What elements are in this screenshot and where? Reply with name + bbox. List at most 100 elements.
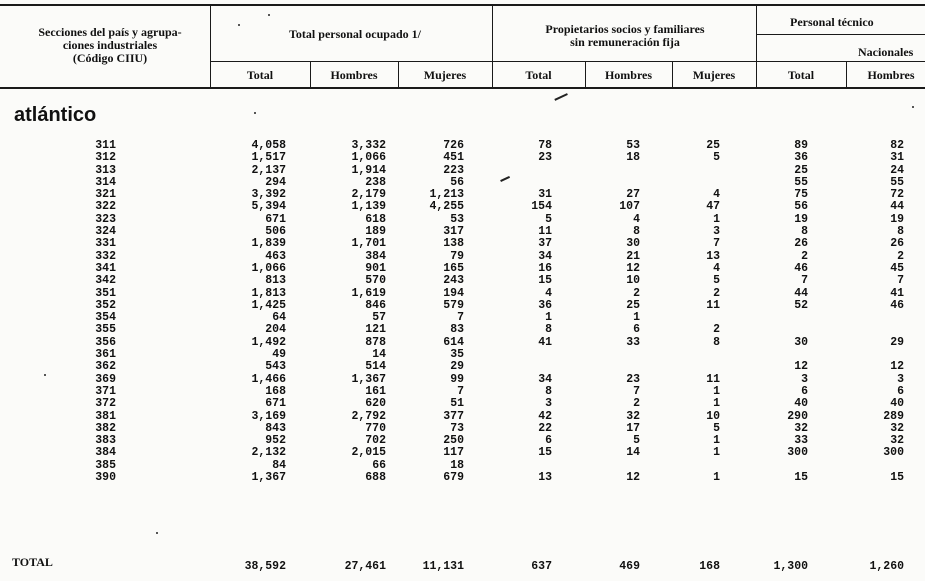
cell-owners-hombres: 2: [633, 286, 640, 300]
cell-code: 332: [95, 249, 116, 263]
cell-owners-mujeres: 2: [713, 286, 720, 300]
cell-total: 4,058: [251, 139, 286, 152]
cell-tech-total: 56: [794, 200, 808, 214]
cell-tech-total: 6: [801, 384, 808, 398]
cell-owners-total: 23: [538, 151, 552, 165]
cell-owners-total: 637: [531, 560, 552, 573]
sub-mujeres-header: Mujeres: [692, 68, 736, 82]
owners-header-line2: sin remuneración fija: [570, 35, 680, 49]
cell-total: 671: [265, 212, 286, 226]
cell-total: 204: [265, 323, 286, 337]
cell-owners-hombres: 17: [626, 421, 640, 435]
table-row: 352 1,425 846 579 36 25 11 52 46: [0, 298, 925, 312]
cell-mujeres: 223: [443, 163, 464, 177]
sub-total-header: Total: [787, 68, 815, 82]
cell-tech-total: 55: [794, 175, 808, 189]
cell-total: 64: [272, 311, 286, 325]
cell-mujeres: 18: [450, 458, 464, 472]
cell-code: 352: [95, 298, 116, 312]
cell-owners-total: 31: [538, 188, 552, 202]
sub-total-header: Total: [246, 68, 274, 82]
cell-tech-hombres: 19: [890, 212, 904, 226]
cell-code: 311: [95, 139, 116, 152]
scan-mark: [554, 93, 568, 101]
cell-owners-hombres: 33: [626, 335, 640, 349]
cell-owners-hombres: 12: [626, 471, 640, 485]
scan-speck: [156, 532, 158, 534]
cell-owners-mujeres: 1: [713, 397, 720, 411]
cell-total: 952: [265, 434, 286, 448]
cell-mujeres: 451: [443, 151, 464, 165]
col-divider: [398, 61, 399, 89]
cell-hombres: 3,332: [351, 139, 386, 152]
table-row: 355 204 121 83 8 6 2: [0, 323, 925, 337]
cell-tech-total: 8: [801, 225, 808, 239]
cell-hombres: 514: [365, 360, 386, 374]
cell-mujeres: 250: [443, 434, 464, 448]
sub-hombres-header: Hombres: [330, 68, 378, 82]
data-rows: 311 4,058 3,332 726 78 53 25 89 82 312 1,517 1,066 4…: [0, 139, 925, 485]
table-row: 351 1,813 1,619 194 4 2 2 44 41: [0, 286, 925, 300]
cell-total: 1,466: [251, 372, 286, 386]
cell-code: 342: [95, 274, 116, 288]
sub-total-header: Total: [525, 68, 552, 82]
cell-owners-total: 42: [538, 409, 552, 423]
cell-tech-total: 12: [794, 360, 808, 374]
cell-code: 372: [95, 397, 116, 411]
cell-owners-mujeres: 8: [713, 335, 720, 349]
cell-code: 323: [95, 212, 116, 226]
header-sub-rule: [210, 61, 925, 62]
cell-total: 843: [265, 421, 286, 435]
cell-owners-hombres: 2: [633, 397, 640, 411]
cell-owners-hombres: 4: [633, 212, 640, 226]
cell-mujeres: 614: [443, 335, 464, 349]
cell-hombres: 618: [365, 212, 386, 226]
cell-hombres: 238: [365, 175, 386, 189]
region-title: atlántico: [14, 104, 97, 126]
cell-owners-total: 11: [538, 225, 552, 239]
cell-owners-total: 41: [538, 335, 552, 349]
cell-owners-total: 3: [545, 397, 552, 411]
cell-mujeres: 83: [450, 323, 464, 337]
cell-tech-total: 25: [794, 163, 808, 177]
cell-code: 331: [95, 237, 116, 251]
cell-code: 341: [95, 261, 116, 275]
header-bottom-rule: [0, 87, 925, 89]
cell-hombres: 1,701: [351, 237, 386, 251]
table-row: 371 168 161 7 8 7 1 6 6: [0, 384, 925, 398]
table-row: 356 1,492 878 614 41 33 8 30 29: [0, 335, 925, 349]
cell-tech-total: 26: [794, 237, 808, 251]
cell-tech-total: 2: [801, 249, 808, 263]
table-row: 362 543 514 29 12 12: [0, 360, 925, 374]
sections-header: Secciones del país y agrupa- ciones indu…: [20, 26, 200, 65]
cell-tech-hombres: 82: [890, 139, 904, 152]
cell-hombres: 901: [365, 261, 386, 275]
cell-owners-hombres: 27: [626, 188, 640, 202]
cell-tech-hombres: 1,260: [869, 560, 904, 573]
cell-tech-total: 44: [794, 286, 808, 300]
owners-header: Propietarios socios y familiares sin rem…: [505, 23, 745, 49]
cell-total: 1,839: [251, 237, 286, 251]
cell-code: 381: [95, 409, 116, 423]
cell-hombres: 1,914: [351, 163, 386, 177]
cell-owners-total: 78: [538, 139, 552, 152]
cell-owners-mujeres: 25: [706, 139, 720, 152]
sections-header-line3: (Código CIIU): [72, 51, 148, 65]
cell-owners-total: 1: [545, 311, 552, 325]
cell-owners-hombres: 12: [626, 261, 640, 275]
cell-total: 49: [272, 348, 286, 362]
cell-owners-total: 22: [538, 421, 552, 435]
cell-tech-total: 15: [794, 471, 808, 485]
cell-total: 2,132: [251, 446, 286, 460]
cell-code: 356: [95, 335, 116, 349]
sections-header-line2: ciones industriales: [62, 38, 158, 52]
cell-owners-total: 13: [538, 471, 552, 485]
cell-hombres: 121: [365, 323, 386, 337]
table-row: 372 671 620 51 3 2 1 40 40: [0, 397, 925, 411]
cell-mujeres: 726: [443, 139, 464, 152]
cell-mujeres: 73: [450, 421, 464, 435]
cell-total: 1,425: [251, 298, 286, 312]
cell-mujeres: 35: [450, 348, 464, 362]
cell-tech-hombres: 72: [890, 188, 904, 202]
table-row: 361 49 14 35: [0, 348, 925, 362]
